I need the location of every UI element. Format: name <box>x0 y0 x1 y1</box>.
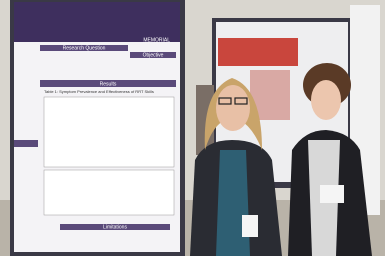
top <box>216 150 250 256</box>
badge <box>320 185 344 203</box>
face <box>311 80 341 120</box>
section-title: Objective <box>143 52 164 58</box>
table <box>44 97 174 167</box>
face <box>216 85 250 131</box>
section-bar <box>14 140 38 147</box>
table-title: Table 1: Symptom Prevalence and Effectiv… <box>44 89 154 94</box>
poster-brand: MEMORIAL <box>143 37 170 43</box>
poster-header <box>218 38 298 66</box>
poster-header <box>14 2 180 42</box>
table <box>44 170 174 215</box>
photo: MEMORIAL Research Question Objective Res… <box>0 0 385 256</box>
section-title: Results <box>100 81 117 87</box>
section-title: Research Question <box>63 45 106 51</box>
badge <box>242 215 258 237</box>
section-title: Limitations <box>103 224 127 230</box>
